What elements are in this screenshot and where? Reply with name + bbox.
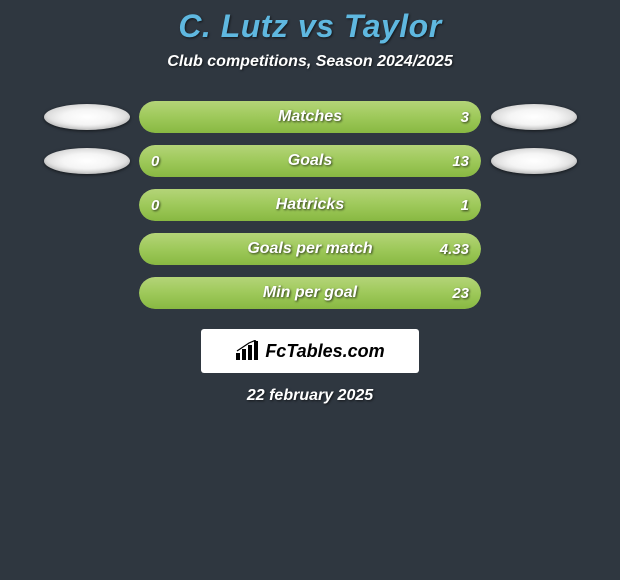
- stat-right-value: 13: [452, 145, 469, 177]
- brand-text: FcTables.com: [265, 341, 384, 362]
- left-player-ellipse: [34, 148, 139, 174]
- stat-right-value: 3: [461, 101, 469, 133]
- bar-chart-icon: [235, 340, 259, 362]
- stat-label: Min per goal: [139, 277, 481, 309]
- stat-bar: Goals per match4.33: [139, 233, 481, 265]
- stat-label: Goals per match: [139, 233, 481, 265]
- stat-bar: 0Hattricks1: [139, 189, 481, 221]
- stat-row: 0Hattricks1: [0, 189, 620, 221]
- stat-bar: Matches3: [139, 101, 481, 133]
- stat-bar: 0Goals13: [139, 145, 481, 177]
- stat-row: 0Goals13: [0, 145, 620, 177]
- stat-label: Goals: [139, 145, 481, 177]
- page-title: C. Lutz vs Taylor: [0, 8, 620, 45]
- ellipse-icon: [491, 148, 577, 174]
- stat-bar: Min per goal23: [139, 277, 481, 309]
- right-player-ellipse: [481, 104, 586, 130]
- date-line: 22 february 2025: [0, 387, 620, 405]
- ellipse-icon: [44, 148, 130, 174]
- stat-row: Matches3: [0, 101, 620, 133]
- stat-label: Hattricks: [139, 189, 481, 221]
- stat-row: Goals per match4.33: [0, 233, 620, 265]
- brand-logo-block: FcTables.com: [201, 329, 419, 373]
- stat-label: Matches: [139, 101, 481, 133]
- ellipse-icon: [44, 104, 130, 130]
- stat-right-value: 4.33: [440, 233, 469, 265]
- stat-row: Min per goal23: [0, 277, 620, 309]
- stat-right-value: 1: [461, 189, 469, 221]
- right-player-ellipse: [481, 148, 586, 174]
- page-subtitle: Club competitions, Season 2024/2025: [0, 53, 620, 71]
- left-player-ellipse: [34, 104, 139, 130]
- stats-rows: Matches3 0Goals13 0Hattricks1 Goals per mat…: [0, 101, 620, 309]
- comparison-infographic: C. Lutz vs Taylor Club competitions, Sea…: [0, 0, 620, 405]
- ellipse-icon: [491, 104, 577, 130]
- stat-right-value: 23: [452, 277, 469, 309]
